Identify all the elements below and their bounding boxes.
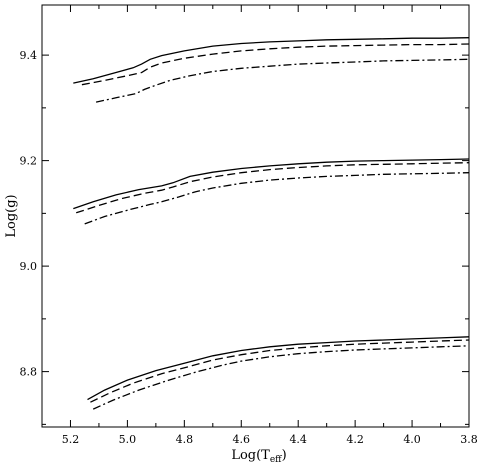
y-tick-label: 9.0 — [20, 260, 38, 273]
x-axis-label-close: ) — [282, 448, 287, 463]
curve-group3-solid — [87, 336, 470, 401]
curve-group1-dashed — [81, 43, 470, 86]
curves — [73, 37, 470, 410]
x-tick-label: 4.8 — [176, 433, 194, 446]
curve-group3-dashdot — [92, 345, 470, 410]
x-tick-label: 5.2 — [62, 433, 80, 446]
curve-group2-dashed — [75, 162, 470, 214]
y-tick-label: 8.8 — [20, 366, 38, 379]
y-tick-label: 9.2 — [20, 155, 38, 168]
x-axis-label-subscript: eff — [270, 455, 282, 465]
x-tick-label: 4.2 — [346, 433, 364, 446]
x-tick-label: 3.8 — [460, 433, 478, 446]
curve-group2-solid — [73, 158, 470, 210]
y-tick-label: 9.4 — [20, 49, 38, 62]
axis-ticks: 5.2 5.0 4.8 4.6 4.4 4.2 4.0 3.8 8.8 9.0 9.2 9.4 — [20, 5, 478, 446]
curve-group1-solid — [73, 37, 470, 84]
y-axis-label: Log(g) — [4, 194, 19, 237]
x-tick-label: 4.4 — [289, 433, 307, 446]
curve-group3-dashed — [90, 339, 470, 403]
x-tick-label: 4.6 — [233, 433, 251, 446]
x-axis-label-main: Log(T — [231, 448, 270, 463]
plot-frame — [41, 4, 470, 428]
x-axis-label: Log(Teff) — [231, 448, 286, 465]
x-tick-label: 5.0 — [119, 433, 137, 446]
curve-group2-dashdot — [84, 172, 470, 225]
curve-group1-dashdot — [95, 58, 470, 103]
x-tick-label: 4.0 — [403, 433, 421, 446]
